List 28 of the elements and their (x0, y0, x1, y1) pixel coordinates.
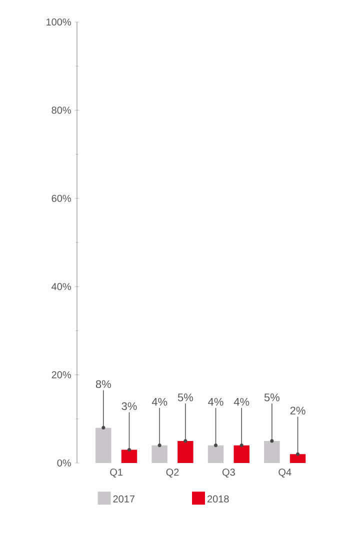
bar (234, 445, 250, 463)
data-label: 4% (234, 398, 250, 406)
x-tick-label: Q2 (166, 468, 179, 478)
data-label: 5% (264, 394, 280, 402)
data-label: 8% (96, 380, 111, 388)
bar (208, 445, 224, 463)
data-label: 4% (152, 398, 168, 406)
bar (264, 440, 280, 463)
bar (290, 454, 306, 463)
legend-label: 2017 (113, 495, 134, 502)
bar (152, 445, 168, 463)
y-tick-label: 40% (52, 283, 71, 290)
y-tick-label: 20% (52, 371, 71, 378)
y-tick-label: 60% (52, 194, 71, 202)
x-tick-label: Q1 (110, 468, 123, 478)
y-tick-label: 100% (46, 18, 71, 26)
bar (96, 428, 112, 463)
data-label: 4% (208, 398, 224, 406)
x-tick-label: Q3 (222, 468, 235, 478)
data-label: 3% (122, 402, 137, 410)
bar (121, 450, 138, 463)
legend-label: 2018 (207, 495, 229, 502)
bar (178, 440, 194, 463)
y-tick-label: 0% (57, 459, 71, 467)
y-tick-label: 80% (52, 106, 71, 114)
data-label: 2% (290, 406, 306, 414)
data-label: 5% (178, 394, 193, 402)
x-tick-label: Q4 (278, 468, 292, 478)
